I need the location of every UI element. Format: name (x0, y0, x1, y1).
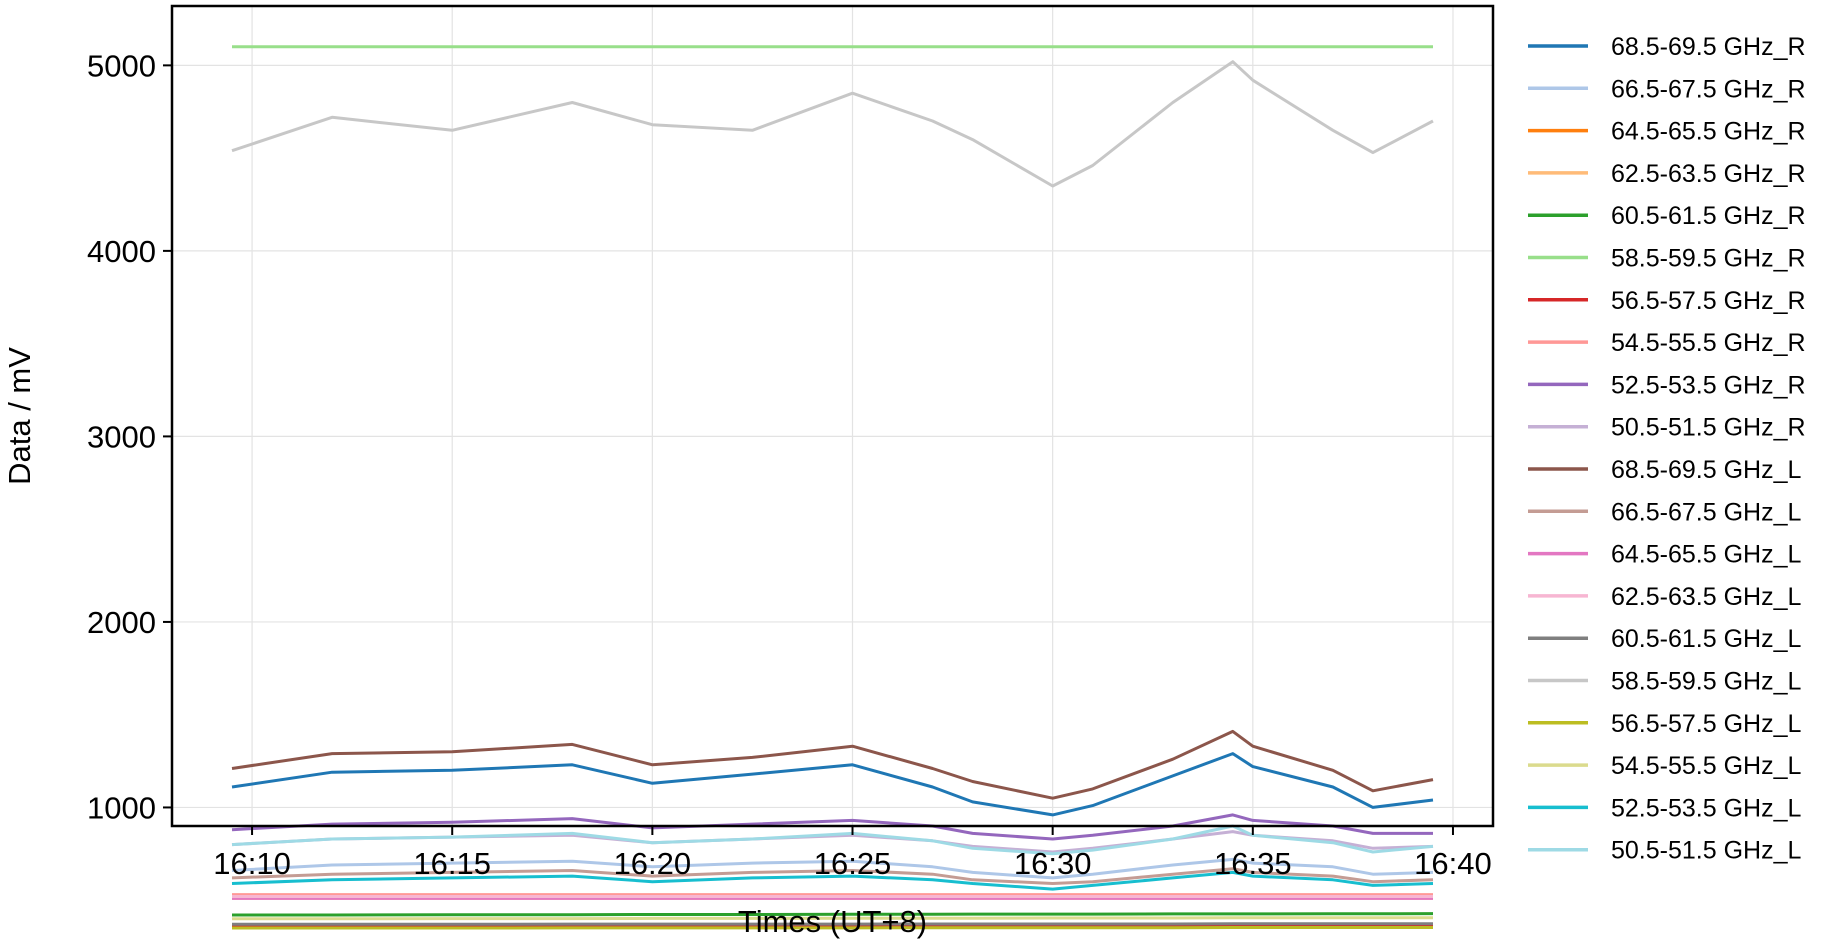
legend-label: 66.5-67.5 GHz_L (1611, 498, 1801, 526)
series-line-66-5-67-5-ghz-l (231, 867, 1434, 885)
legend-item: 64.5-65.5 GHz_L (1528, 541, 1801, 569)
series-line-60-5-61-5-ghz-r (232, 912, 1434, 917)
legend-label: 60.5-61.5 GHz_L (1611, 625, 1801, 653)
legend-item: 58.5-59.5 GHz_L (1528, 668, 1801, 696)
legend-label: 56.5-57.5 GHz_R (1611, 287, 1806, 315)
legend-label: 54.5-55.5 GHz_L (1611, 752, 1801, 780)
legend-label: 64.5-65.5 GHz_L (1611, 541, 1801, 569)
legend-label: 68.5-69.5 GHz_L (1611, 456, 1801, 484)
legend-item: 52.5-53.5 GHz_R (1528, 371, 1806, 399)
legend-item: 68.5-69.5 GHz_R (1528, 33, 1806, 61)
x-axis-title: Times (UT+8) (738, 904, 927, 939)
legend-item: 64.5-65.5 GHz_R (1528, 118, 1806, 146)
x-tick-label: 16:25 (814, 846, 892, 881)
legend-item: 50.5-51.5 GHz_L (1528, 837, 1801, 865)
legend-item: 54.5-55.5 GHz_L (1528, 752, 1801, 780)
legend-label: 68.5-69.5 GHz_R (1611, 33, 1806, 61)
x-tick-label: 16:40 (1414, 846, 1492, 881)
series-line-56-5-57-5-ghz-l (232, 926, 1433, 930)
series-line-58-5-59-5-ghz-l (231, 60, 1434, 188)
series-line-60-5-61-5-ghz-l (232, 922, 1433, 926)
y-tick-label: 2000 (87, 605, 156, 640)
legend-item: 60.5-61.5 GHz_L (1528, 625, 1801, 653)
legend-item: 56.5-57.5 GHz_R (1528, 287, 1806, 315)
legend-label: 60.5-61.5 GHz_R (1611, 202, 1806, 230)
x-tick-label: 16:35 (1214, 846, 1292, 881)
legend-label: 52.5-53.5 GHz_R (1611, 371, 1806, 399)
legend-item: 60.5-61.5 GHz_R (1528, 202, 1806, 230)
grid-lines (172, 6, 1493, 826)
legend-item: 66.5-67.5 GHz_R (1528, 75, 1806, 103)
x-tick-label: 16:15 (413, 846, 491, 881)
legend-label: 62.5-63.5 GHz_L (1611, 583, 1801, 611)
y-axis: 1000 2000 3000 4000 5000 (87, 48, 172, 825)
legend-label: 58.5-59.5 GHz_R (1611, 245, 1806, 273)
legend-label: 66.5-67.5 GHz_R (1611, 75, 1806, 103)
series-line-52-5-53-5-ghz-r (231, 813, 1433, 841)
series-line-54-5-55-5-ghz-l (232, 916, 1433, 921)
series-line-68-5-69-5-ghz-r (231, 752, 1434, 817)
legend-item: 68.5-69.5 GHz_L (1528, 456, 1801, 484)
legend-label: 50.5-51.5 GHz_R (1611, 414, 1806, 442)
x-tick-label: 16:10 (213, 846, 291, 881)
legend: 68.5-69.5 GHz_R 66.5-67.5 GHz_R 64.5-65.5 … (1528, 33, 1806, 865)
series-line-56-5-57-5-ghz-r (232, 924, 1433, 928)
series-lines (231, 45, 1434, 930)
x-tick-label: 16:20 (614, 846, 692, 881)
legend-label: 56.5-57.5 GHz_L (1611, 710, 1801, 738)
x-axis: 16:10 16:15 16:20 16:25 16:30 16:35 16:40 (213, 826, 1492, 881)
y-tick-label: 1000 (87, 790, 156, 825)
y-tick-label: 3000 (87, 419, 156, 454)
legend-item: 54.5-55.5 GHz_R (1528, 329, 1806, 357)
legend-label: 58.5-59.5 GHz_L (1611, 668, 1801, 696)
series-line-68-5-69-5-ghz-l (231, 729, 1434, 800)
plot-area-frame (170, 4, 1495, 828)
legend-item: 52.5-53.5 GHz_L (1528, 794, 1801, 822)
legend-label: 50.5-51.5 GHz_L (1611, 837, 1801, 865)
legend-label: 62.5-63.5 GHz_R (1611, 160, 1806, 188)
legend-item: 58.5-59.5 GHz_R (1528, 245, 1806, 273)
legend-label: 64.5-65.5 GHz_R (1611, 118, 1806, 146)
series-line-52-5-53-5-ghz-l (231, 870, 1434, 891)
legend-item: 50.5-51.5 GHz_R (1528, 414, 1806, 442)
x-tick-label: 16:30 (1014, 846, 1092, 881)
y-tick-label: 5000 (87, 48, 156, 83)
legend-item: 62.5-63.5 GHz_R (1528, 160, 1806, 188)
series-line-66-5-67-5-ghz-r (231, 857, 1434, 880)
legend-item: 66.5-67.5 GHz_L (1528, 498, 1801, 526)
legend-label: 52.5-53.5 GHz_L (1611, 794, 1801, 822)
legend-item: 62.5-63.5 GHz_L (1528, 583, 1801, 611)
series-line-50-5-51-5-ghz-l (231, 824, 1434, 856)
legend-item: 56.5-57.5 GHz_L (1528, 710, 1801, 738)
legend-label: 54.5-55.5 GHz_R (1611, 329, 1806, 357)
y-axis-title: Data / mV (2, 347, 37, 485)
y-tick-label: 4000 (87, 234, 156, 269)
